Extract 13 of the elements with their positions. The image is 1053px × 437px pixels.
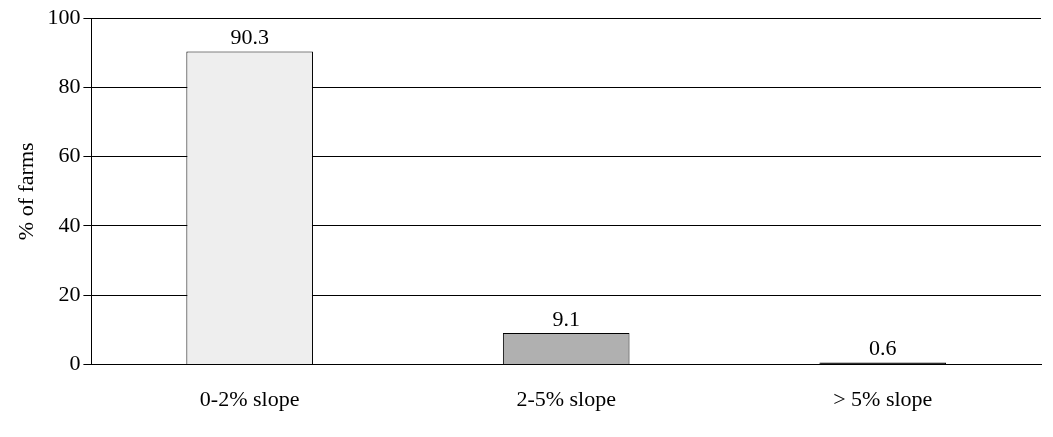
x-tick-label: 2-5% slope bbox=[516, 385, 616, 411]
data-label: 0.6 bbox=[868, 335, 897, 361]
y-tick-label: 60 bbox=[58, 142, 81, 168]
data-label: 9.1 bbox=[552, 305, 580, 331]
data-label: 90.3 bbox=[230, 24, 269, 50]
x-tick-label: 0-2% slope bbox=[199, 385, 300, 411]
y-tick-label: 80 bbox=[58, 73, 81, 99]
y-tick-label: 40 bbox=[58, 211, 81, 237]
y-tick-label: 100 bbox=[47, 3, 81, 29]
x-tick-label: > 5% slope bbox=[833, 385, 933, 411]
y-tick-label: 20 bbox=[58, 281, 81, 307]
y-tick-label: 0 bbox=[69, 350, 81, 376]
y-axis-title: % of farms bbox=[12, 142, 38, 241]
